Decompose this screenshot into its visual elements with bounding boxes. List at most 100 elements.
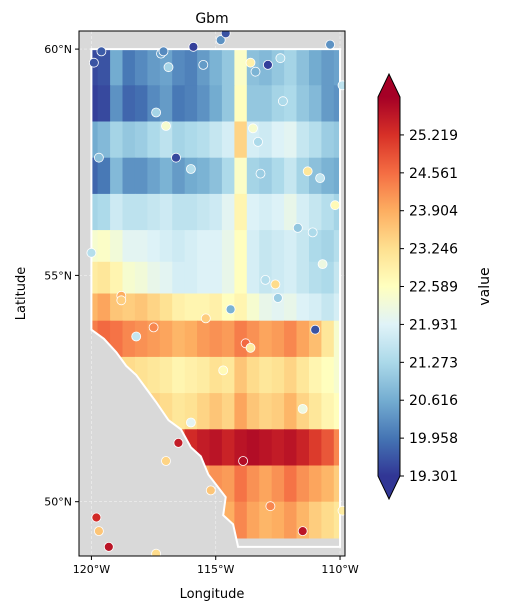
heatmap-cell: [172, 393, 186, 430]
heatmap-cell: [321, 230, 335, 263]
y-tick-label: 60°N: [44, 43, 72, 56]
heatmap-cell: [333, 465, 341, 503]
heatmap-cell: [333, 193, 341, 231]
station-point: [161, 121, 171, 131]
heatmap-cells: [91, 49, 341, 539]
heatmap-cell: [284, 429, 298, 467]
heatmap-cell: [234, 393, 248, 430]
heatmap-cell: [134, 157, 148, 195]
heatmap-cell: [97, 85, 111, 123]
heatmap-cell: [197, 193, 211, 231]
heatmap-cell: [333, 293, 341, 322]
heatmap-cell: [221, 465, 235, 503]
heatmap-cell: [259, 230, 273, 263]
heatmap-cell: [284, 85, 298, 123]
station-point: [161, 456, 171, 466]
heatmap-cell: [110, 261, 124, 295]
y-tick-label: 55°N: [44, 269, 72, 282]
heatmap-cell: [271, 356, 285, 394]
heatmap-cell: [234, 293, 248, 322]
heatmap-cell: [110, 121, 124, 159]
plot-area: [79, 31, 345, 556]
heatmap-cell: [271, 157, 285, 195]
heatmap-cell: [284, 465, 298, 503]
station-point: [297, 403, 308, 414]
heatmap-cell: [246, 230, 260, 263]
heatmap-cell: [234, 85, 248, 123]
station-point: [94, 152, 104, 163]
colorbar-tick-label: 19.958: [409, 431, 458, 447]
heatmap-cell: [197, 85, 211, 123]
heatmap-cell: [309, 429, 322, 467]
heatmap-cell: [296, 261, 310, 295]
heatmap-cell: [221, 230, 235, 263]
plot-frame: [78, 30, 346, 557]
colorbar-tick-label: 23.904: [409, 204, 458, 220]
heatmap-cell: [321, 465, 335, 503]
heatmap-cell: [296, 230, 310, 263]
heatmap-cell: [234, 261, 248, 295]
heatmap-cell: [159, 121, 173, 159]
station-point: [171, 152, 181, 163]
heatmap-cell: [259, 465, 273, 503]
heatmap-cell: [172, 193, 186, 231]
heatmap-cell: [271, 429, 285, 467]
colorbar-label: value: [477, 267, 493, 305]
heatmap-cell: [271, 193, 285, 231]
station-point: [163, 62, 174, 73]
heatmap-cell: [147, 121, 161, 159]
heatmap-cell: [321, 157, 335, 195]
heatmap-cell: [91, 261, 99, 295]
heatmap-cell: [321, 49, 335, 86]
heatmap-cell: [209, 121, 223, 159]
heatmap-cell: [221, 85, 235, 123]
heatmap-cell: [197, 230, 211, 263]
heatmap-cell: [333, 320, 341, 358]
heatmap-cell: [221, 157, 235, 195]
station-point: [185, 417, 196, 428]
heatmap-cell: [97, 157, 111, 195]
heatmap-cell: [284, 293, 298, 322]
heatmap-cell: [296, 293, 310, 322]
x-tick-label: 120°W: [73, 563, 110, 576]
heatmap-cell: [296, 465, 310, 503]
heatmap-cell: [333, 230, 341, 263]
heatmap-cell: [259, 429, 273, 467]
heatmap-cell: [309, 393, 322, 430]
station-point: [148, 322, 159, 333]
station-point: [260, 274, 271, 285]
heatmap-cell: [172, 356, 186, 394]
station-point: [307, 227, 318, 238]
heatmap-cell: [122, 320, 136, 358]
heatmap-cell: [309, 465, 322, 503]
heatmap-cell: [209, 193, 223, 231]
x-tick-label: 115°W: [197, 563, 234, 576]
station-point: [292, 222, 303, 233]
station-point: [96, 46, 107, 57]
heatmap-cell: [246, 157, 260, 195]
heatmap-cell: [296, 193, 310, 231]
heatmap-cell: [309, 49, 322, 86]
colorbar-ticks: 19.301 19.958 20.616 21.273 21.931 22.589 23.2…: [400, 128, 458, 485]
heatmap-cell: [333, 121, 341, 159]
heatmap-cell: [91, 157, 99, 195]
heatmap-cell: [147, 193, 161, 231]
heatmap-cell: [184, 85, 198, 123]
heatmap-cell: [309, 356, 322, 394]
heatmap-cell: [184, 320, 198, 358]
heatmap-cell: [147, 230, 161, 263]
heatmap-cell: [333, 261, 341, 295]
heatmap-cell: [259, 193, 273, 231]
heatmap-cell: [209, 261, 223, 295]
station-point: [218, 365, 229, 376]
heatmap-cell: [197, 157, 211, 195]
heatmap-cell: [246, 501, 260, 539]
station-point: [270, 279, 281, 290]
colorbar-extend-min: [378, 476, 400, 499]
heatmap-cell: [159, 85, 173, 123]
station-point: [265, 501, 276, 512]
heatmap-cell: [321, 85, 335, 123]
heatmap-cell: [110, 230, 124, 263]
heatmap-cell: [147, 261, 161, 295]
heatmap-cell: [147, 49, 161, 86]
